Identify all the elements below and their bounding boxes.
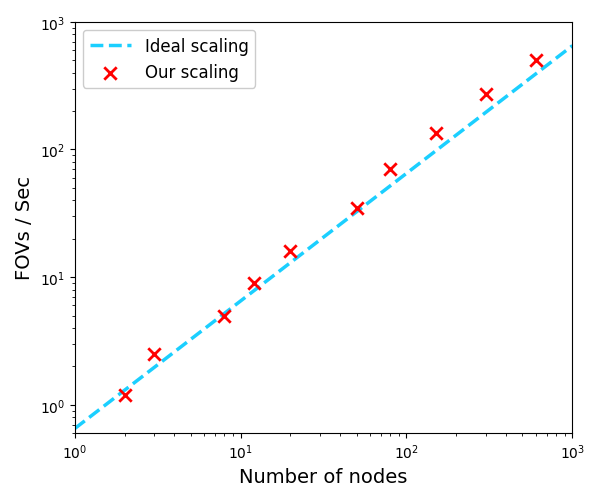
Ideal scaling	[569, 44, 576, 50]
Y-axis label: FOVs / Sec: FOVs / Sec	[15, 176, 34, 280]
Our scaling	[249, 280, 259, 288]
Line: Ideal scaling: Ideal scaling	[74, 47, 572, 429]
Our scaling	[220, 312, 229, 320]
Our scaling	[120, 391, 130, 399]
Legend: Ideal scaling, Our scaling: Ideal scaling, Our scaling	[83, 31, 255, 89]
Our scaling	[531, 57, 541, 65]
Our scaling	[149, 350, 158, 358]
Ideal scaling	[376, 192, 383, 198]
Our scaling	[481, 91, 490, 99]
Ideal scaling	[73, 424, 80, 430]
Our scaling	[386, 166, 395, 174]
Ideal scaling	[367, 198, 374, 204]
X-axis label: Number of nodes: Number of nodes	[239, 467, 407, 486]
Our scaling	[286, 247, 295, 256]
Our scaling	[352, 204, 361, 212]
Our scaling	[431, 130, 440, 138]
Ideal scaling	[491, 104, 498, 110]
Ideal scaling	[71, 426, 78, 432]
Ideal scaling	[522, 79, 529, 85]
Ideal scaling	[365, 199, 373, 205]
